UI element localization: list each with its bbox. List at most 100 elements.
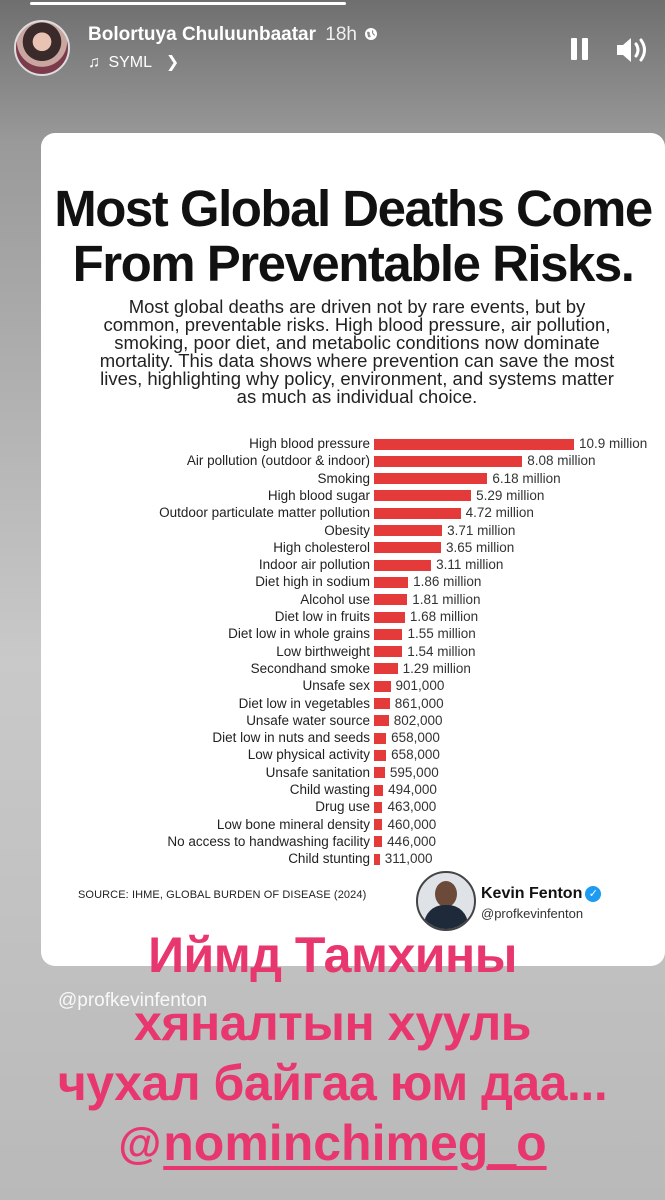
story-header: Bolortuya Chuluunbaatar 18h ♫ SYML ❯ <box>14 18 649 82</box>
music-label-row[interactable]: ♫ SYML ❯ <box>88 52 179 72</box>
bar-label: Low birthweight <box>276 643 370 659</box>
bar <box>374 646 403 658</box>
threads-icon: @ <box>118 1119 162 1168</box>
bar-label: Unsafe sanitation <box>265 764 370 780</box>
overlay-text-line: Иймд Тамхины <box>148 927 517 983</box>
bar-label: Diet low in fruits <box>274 609 370 624</box>
bar-label: Unsafe sex <box>302 678 370 694</box>
user-name-row[interactable]: Bolortuya Chuluunbaatar 18h <box>88 24 378 46</box>
intro-text: Most global deaths are driven not by rar… <box>77 296 637 407</box>
bar-value-label: 1.54 million <box>407 643 476 659</box>
bar-label: Alcohol use <box>300 591 370 607</box>
page-title: Most Global Deaths Come From Preventable… <box>41 181 665 291</box>
bar-label: Secondhand smoke <box>250 660 370 676</box>
intro-line: smoking, poor diet, and metabolic condit… <box>114 332 600 353</box>
user-name[interactable]: Bolortuya Chuluunbaatar <box>88 24 317 45</box>
music-label[interactable]: SYML <box>108 54 152 71</box>
story-progress-bar <box>30 2 346 5</box>
title-line: From Preventable Risks. <box>72 235 635 292</box>
bar-label: Diet low in vegetables <box>238 695 370 711</box>
bar-value-label: 1.86 million <box>413 574 482 590</box>
bar-value-label: 446,000 <box>387 833 436 849</box>
bar-label: High blood pressure <box>249 436 370 451</box>
bar <box>374 525 443 536</box>
post-time: 18h <box>325 24 357 45</box>
globe-icon <box>365 28 378 40</box>
bar <box>374 490 472 502</box>
bar-label: Obesity <box>324 522 370 538</box>
bar-value-label: 1.29 million <box>402 660 471 676</box>
bar <box>374 438 574 450</box>
mention-link[interactable]: @nominchimeg_o <box>0 1113 665 1174</box>
bar-value-label: 3.11 million <box>436 557 504 573</box>
mention-text[interactable]: nominchimeg_o <box>163 1115 547 1171</box>
bar-value-label: 3.71 million <box>447 522 516 538</box>
bar <box>374 784 384 796</box>
bar-value-label: 311,000 <box>384 851 433 867</box>
bar <box>374 611 405 623</box>
bar-label: Drug use <box>315 799 370 815</box>
bar-value-label: 658,000 <box>391 747 440 763</box>
bar-label: Low physical activity <box>247 747 370 763</box>
bar-label: Air pollution (outdoor & indoor) <box>186 453 370 469</box>
pause-icon <box>582 38 588 60</box>
bar-label: Unsafe water source <box>246 712 370 728</box>
title-line: Most Global Deaths Come <box>54 180 653 237</box>
bar-label: Diet high in sodium <box>255 574 370 590</box>
bar-label: Low bone mineral density <box>216 816 370 832</box>
bar-label: Smoking <box>317 470 370 486</box>
bar-value-label: 460,000 <box>387 816 437 832</box>
bar-value-label: 1.81 million <box>412 591 481 607</box>
bar-label: Indoor air pollution <box>258 557 370 573</box>
bar-value-label: 901,000 <box>395 678 445 694</box>
bar <box>374 576 409 588</box>
bar <box>374 853 380 865</box>
bar-chart: High blood pressure 10.9 million Air pollu… <box>81 436 647 872</box>
bar <box>374 801 383 813</box>
bar <box>374 767 385 779</box>
avatar[interactable] <box>14 20 70 76</box>
bar-label: Diet low in whole grains <box>228 626 370 642</box>
author-avatar <box>416 871 476 931</box>
intro-line: lives, highlighting why policy, environm… <box>100 368 614 389</box>
bar-value-label: 3.65 million <box>445 539 515 555</box>
pause-icon <box>571 38 577 60</box>
author-handle: @profkevinfenton <box>481 906 584 921</box>
bar <box>374 749 387 761</box>
intro-line: mortality. This data shows where prevent… <box>99 350 615 371</box>
bar <box>374 663 398 675</box>
overlay-text-line: хяналтын хууль <box>134 995 531 1051</box>
volume-icon[interactable] <box>615 34 649 66</box>
bar-value-label: 8.08 million <box>527 453 596 469</box>
bar-value-label: 658,000 <box>391 730 440 746</box>
bar-value-label: 595,000 <box>389 764 439 780</box>
bar-value-label: 6.18 million <box>492 470 561 486</box>
bar-value-label: 463,000 <box>387 799 437 815</box>
bar-value-label: 861,000 <box>394 695 444 711</box>
music-note-icon: ♫ <box>88 54 100 71</box>
bar-value-label: 494,000 <box>388 782 437 797</box>
bar <box>374 819 383 831</box>
pause-button[interactable] <box>569 38 591 64</box>
bar-label: High cholesterol <box>273 539 370 555</box>
bar-value-label: 802,000 <box>393 712 443 728</box>
bar-value-label: 5.29 million <box>476 487 545 503</box>
shared-post-card[interactable]: Most Global Deaths Come From Preventable… <box>41 133 665 966</box>
bar <box>374 594 408 606</box>
bar <box>374 628 403 640</box>
author-name-text: Kevin Fenton <box>481 885 583 902</box>
bar-label: High blood sugar <box>267 487 370 503</box>
bar <box>374 836 383 848</box>
bar-label: Diet low in nuts and seeds <box>212 730 370 746</box>
intro-line: Most global deaths are driven not by rar… <box>128 296 586 317</box>
bar-value-label: 4.72 million <box>465 505 534 521</box>
verified-icon: ✓ <box>585 886 602 902</box>
bar <box>374 715 389 727</box>
intro-line: as much as individual choice. <box>236 386 478 407</box>
bar-label: Child stunting <box>288 851 370 867</box>
bar <box>374 473 488 485</box>
overlay-text-line: чухал байгаа юм даа... <box>57 1055 608 1111</box>
source-note: SOURCE: IHME, GLOBAL BURDEN OF DISEASE (… <box>78 889 367 901</box>
watermark-handle: @profkevinfenton <box>58 990 208 1011</box>
bar <box>374 559 432 571</box>
